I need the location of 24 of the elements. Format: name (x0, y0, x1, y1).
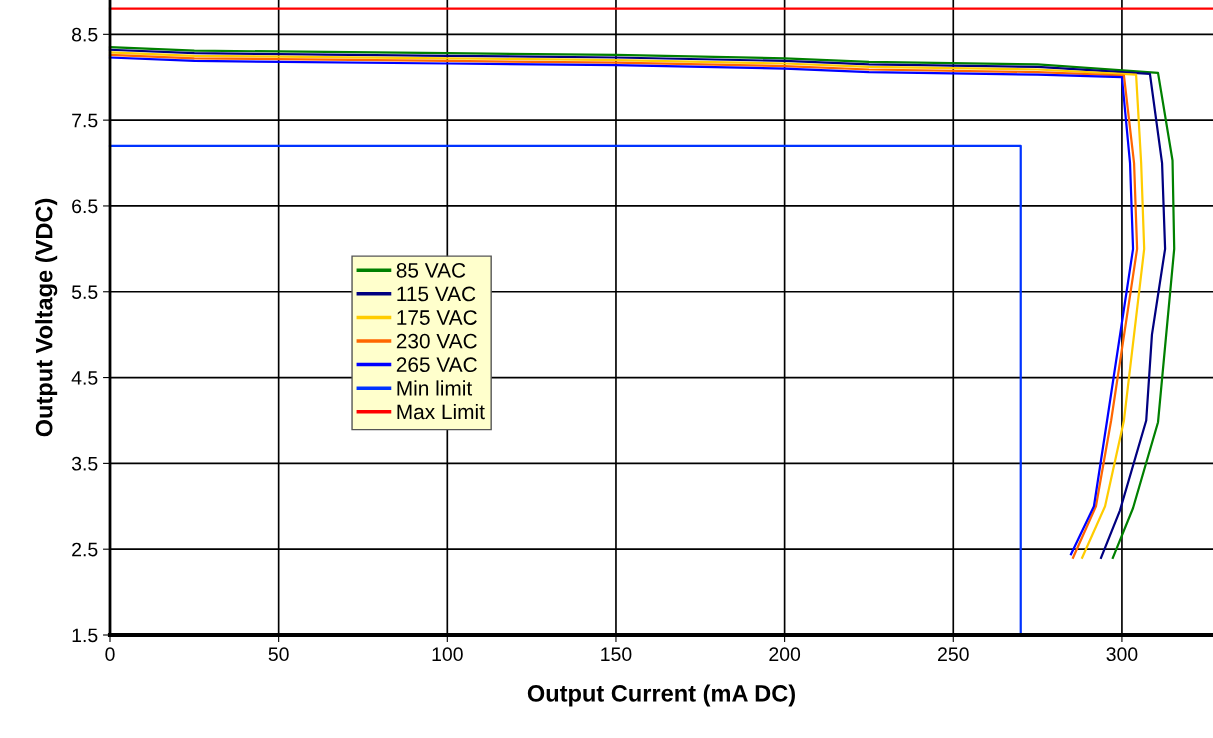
y-tick-label: 6.5 (72, 199, 98, 214)
x-tick-label: 0 (105, 647, 115, 662)
legend-label: 175 VAC (397, 310, 477, 325)
y-tick-label: 3.5 (71, 456, 98, 471)
y-tick-label: 7.5 (72, 113, 98, 128)
legend-label: Max Limit (397, 403, 485, 420)
x-tick-label: 200 (769, 647, 801, 662)
x-tick-label: 250 (938, 647, 969, 662)
y-tick-label: 8.5 (72, 27, 98, 42)
y-tick-label: 5.5 (71, 285, 98, 299)
x-tick-label: 150 (601, 647, 632, 662)
legend-label: 85 VAC (396, 262, 466, 278)
y-tick-label: 1.5 (72, 628, 98, 643)
legend-label: 230 VAC (396, 333, 477, 349)
y-tick-label: 4.5 (71, 371, 98, 385)
y-axis-title: Output Voltage (VDC) (35, 198, 58, 437)
x-axis-title: Output Current (mA DC) (527, 684, 795, 707)
legend-label: 115 VAC (397, 286, 476, 302)
x-tick-label: 50 (268, 647, 289, 662)
x-tick-label: 300 (1106, 647, 1138, 662)
x-tick-label: 100 (432, 647, 463, 662)
legend-label: 265 VAC (396, 357, 477, 373)
legend-label: Min limit (397, 380, 473, 396)
y-tick-label: 2.5 (72, 542, 98, 557)
